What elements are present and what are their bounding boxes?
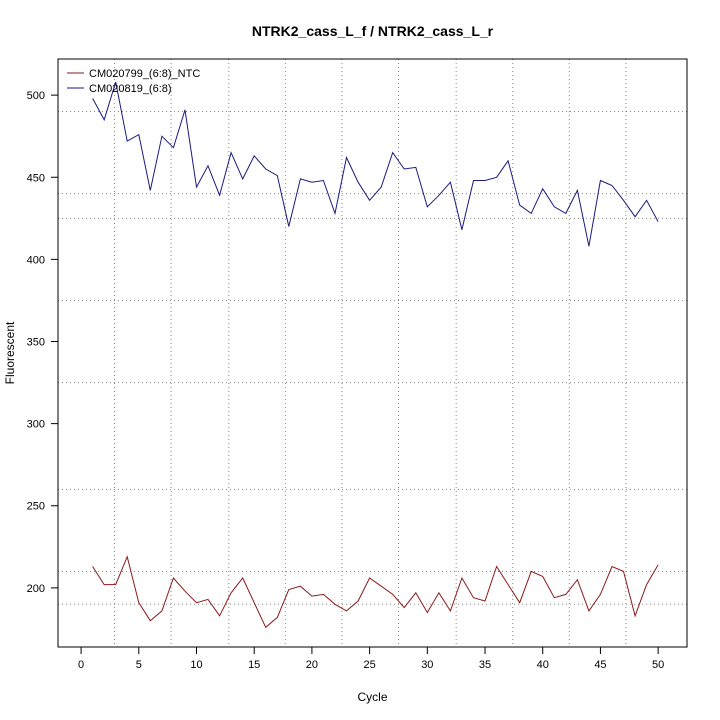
- series-line-sample: [92, 81, 659, 247]
- y-tick-label: 250: [27, 501, 45, 513]
- x-tick-label: 30: [421, 659, 433, 671]
- x-tick-label: 25: [363, 659, 375, 671]
- legend-label-ntc: CM020799_(6:8)_NTC: [89, 68, 200, 80]
- y-tick-label: 200: [27, 583, 45, 595]
- x-tick-label: 40: [537, 659, 549, 671]
- x-axis-label: Cycle: [357, 690, 387, 704]
- x-axis: 0 5 10 15 20 25 30 35 40 45 50: [78, 646, 664, 671]
- x-tick-label: 0: [78, 659, 84, 671]
- x-tick-label: 15: [248, 659, 260, 671]
- series-line-ntc: [92, 555, 659, 629]
- plot-frame: [57, 58, 688, 648]
- x-tick-label: 35: [479, 659, 491, 671]
- y-tick-label: 400: [27, 254, 45, 266]
- y-axis: 200 250 300 350 400 450 500: [27, 90, 59, 595]
- y-axis-label: Fluorescent: [3, 321, 17, 384]
- series-layer: [92, 81, 659, 629]
- y-tick-label: 450: [27, 172, 45, 184]
- grid-layer: [58, 59, 687, 647]
- chart-title: NTRK2_cass_L_f / NTRK2_cass_L_r: [252, 23, 494, 39]
- x-tick-label: 10: [190, 659, 202, 671]
- x-tick-label: 50: [652, 659, 664, 671]
- legend-label-sample: CM020819_(6:8): [89, 83, 172, 95]
- x-tick-label: 5: [136, 659, 142, 671]
- y-tick-label: 350: [27, 337, 45, 349]
- x-tick-label: 45: [594, 659, 606, 671]
- y-tick-label: 300: [27, 419, 45, 431]
- x-tick-label: 20: [306, 659, 318, 671]
- y-tick-label: 500: [27, 90, 45, 102]
- legend: CM020799_(6:8)_NTC CM020819_(6:8): [67, 68, 200, 95]
